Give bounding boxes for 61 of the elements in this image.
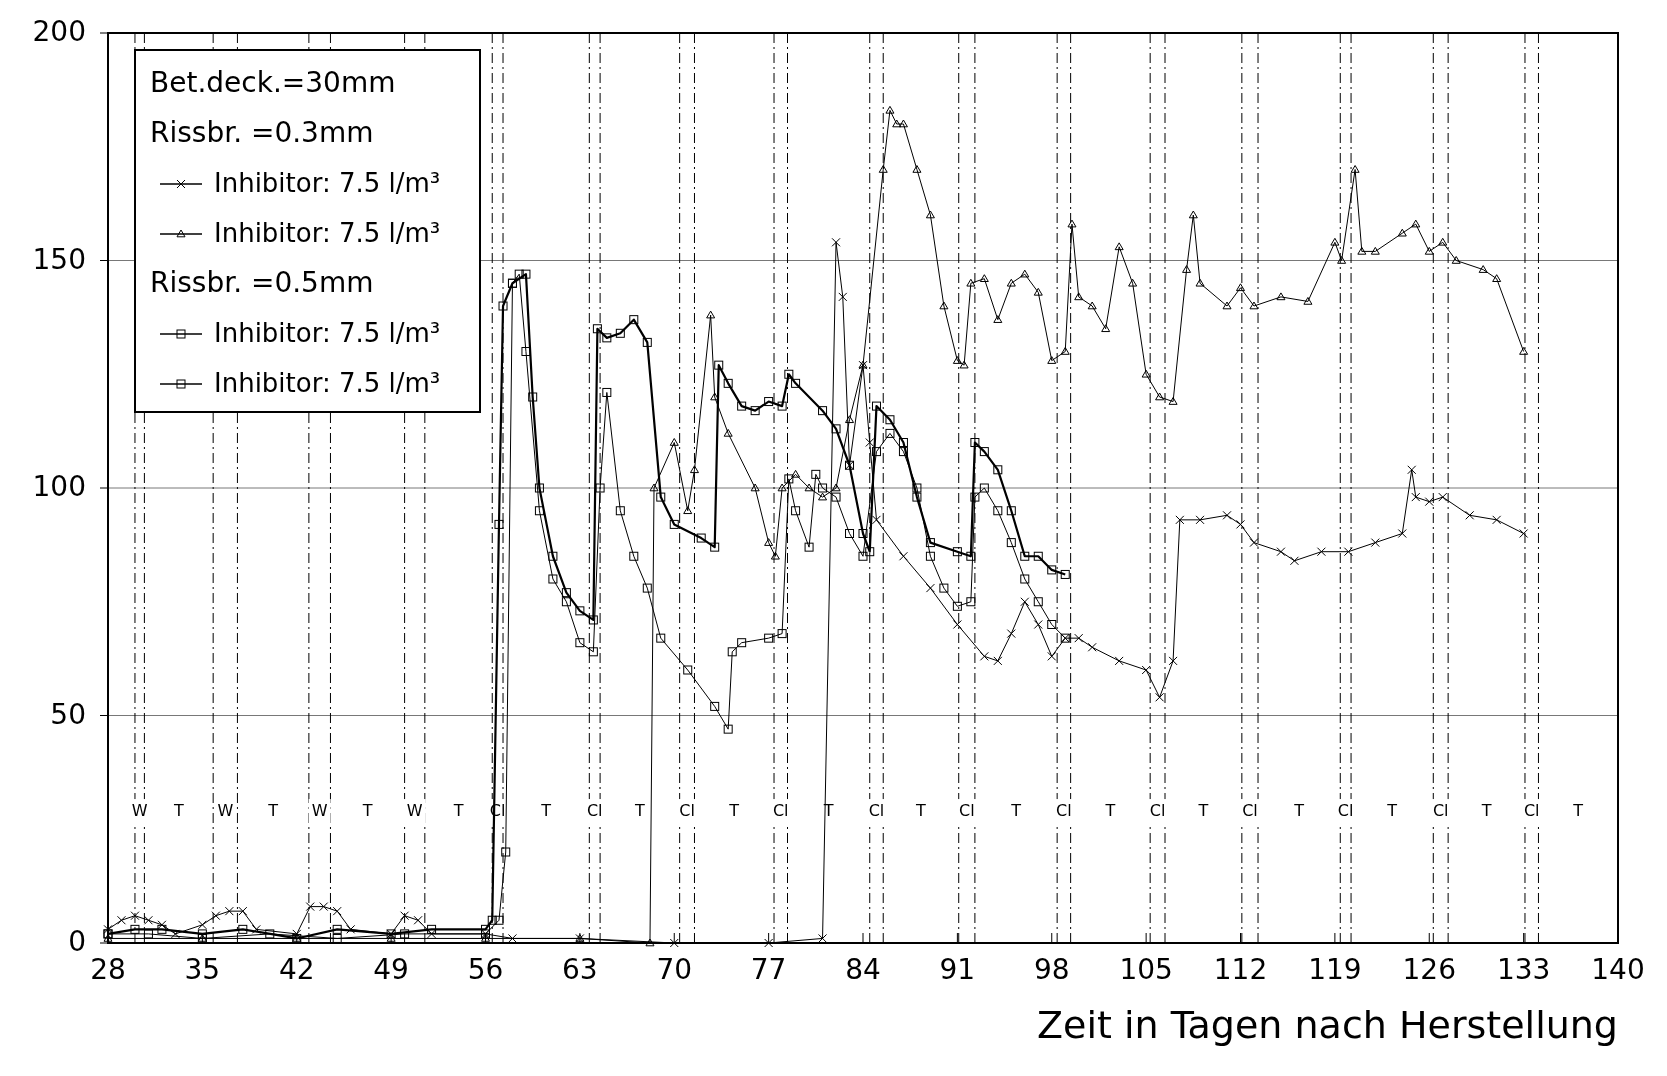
x-tick-label: 105: [1119, 953, 1173, 986]
ref-line-label: Cl: [586, 800, 603, 820]
x-tick-label: 126: [1402, 953, 1456, 986]
x-tick-label: 77: [750, 953, 787, 986]
ref-line-label: T: [452, 800, 464, 820]
ref-line-label: T: [1104, 800, 1116, 820]
ref-line-label: T: [1010, 800, 1022, 820]
x-tick-label: 112: [1213, 953, 1268, 986]
ref-line-label: W: [311, 800, 328, 820]
ref-line-label: T: [172, 800, 184, 820]
ref-line-label: W: [406, 800, 423, 820]
legend-label: Inhibitor: 7.5 l/m³: [214, 367, 441, 398]
ref-line-label: T: [1480, 800, 1492, 820]
ref-line-label: T: [728, 800, 740, 820]
y-tick-label: 0: [68, 925, 86, 958]
y-tick-label: 100: [32, 470, 86, 503]
x-tick-label: 133: [1496, 953, 1551, 986]
ref-line-label: W: [131, 800, 148, 820]
ref-line-label: T: [1386, 800, 1398, 820]
x-tick-label: 84: [845, 953, 881, 986]
ref-line-label: Cl: [1056, 800, 1072, 820]
ref-line-label: Cl: [679, 800, 695, 820]
ref-line-label: Cl: [1432, 800, 1449, 820]
legend-label: Inhibitor: 7.5 l/m³: [214, 217, 441, 248]
y-tick-label: 200: [32, 15, 86, 48]
ref-line-label: Cl: [772, 800, 789, 820]
annotation: Rissbr. =0.3mm: [150, 116, 374, 149]
ref-line-label: Cl: [1337, 800, 1354, 820]
ref-line-label: T: [540, 800, 552, 820]
ref-line-label: T: [1197, 800, 1209, 820]
x-tick-label: 70: [656, 953, 693, 986]
y-tick-label: 50: [50, 697, 86, 731]
ref-line-label: T: [633, 800, 645, 820]
x-tick-label: 42: [278, 953, 315, 986]
x-tick-label: 91: [939, 953, 976, 986]
ref-line-label: Cl: [1149, 800, 1166, 820]
legend-title: Bet.deck.=30mm: [150, 66, 396, 99]
annotation: Rissbr. =0.5mm: [150, 266, 374, 299]
x-tick-label: 56: [467, 953, 504, 986]
x-tick-label: 28: [90, 953, 126, 986]
ref-line-label: Cl: [1523, 800, 1540, 820]
ref-line-label: W: [217, 800, 234, 820]
ref-line-label: T: [1293, 800, 1305, 820]
x-tick-label: 119: [1308, 953, 1362, 986]
legend-label: Inhibitor: 7.5 l/m³: [214, 167, 441, 198]
x-tick-label: 49: [373, 953, 409, 986]
y-tick-label: 150: [32, 242, 86, 276]
ref-line-label: Cl: [868, 800, 885, 820]
ref-line-label: T: [361, 800, 373, 820]
ref-line-label: Cl: [959, 800, 975, 820]
ref-line-label: T: [822, 800, 834, 820]
ref-line-label: Cl: [1242, 800, 1258, 820]
x-tick-label: 35: [184, 953, 221, 986]
ref-line-label: T: [267, 800, 279, 820]
legend-label: Inhibitor: 7.5 l/m³: [214, 317, 441, 348]
ref-line-label: T: [1572, 800, 1584, 820]
x-tick-label: 140: [1591, 953, 1645, 986]
ref-line-label: T: [915, 800, 927, 820]
x-tick-label: 63: [562, 953, 598, 986]
x-tick-label: 98: [1033, 953, 1070, 986]
x-axis-title: Zeit in Tagen nach Herstellung: [1036, 1003, 1618, 1047]
